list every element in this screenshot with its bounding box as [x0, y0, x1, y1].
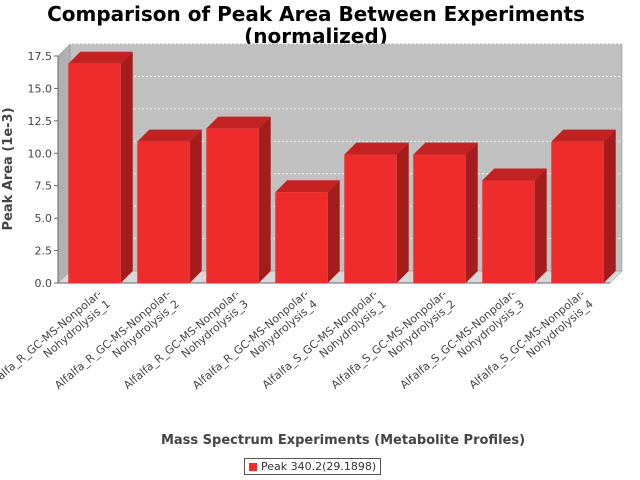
x-tick-label: Alfalfa_S_GC-MS-Nonpolar-Nohydrolysis_4 [467, 287, 596, 401]
x-tick-label: Alfalfa_R_GC-MS-Nonpolar-Nohydrolysis_4 [190, 287, 320, 402]
x-tick-label: Alfalfa_R_GC-MS-Nonpolar-Nohydrolysis_2 [52, 287, 182, 402]
y-tick-label: 0.0 [35, 277, 53, 290]
x-axis-label: Mass Spectrum Experiments (Metabolite Pr… [161, 433, 525, 448]
bar [482, 168, 547, 283]
bar-side [396, 142, 409, 283]
bar-side [327, 180, 340, 283]
bar [344, 142, 409, 283]
x-axis-category-labels: Alfalfa_R_GC-MS-Nonpolar-Nohydrolysis_1A… [0, 287, 596, 402]
bar-side [534, 168, 547, 283]
bars [68, 51, 616, 284]
bar-front [275, 192, 328, 283]
bar [68, 51, 133, 284]
bar-side [120, 51, 133, 284]
bar-top [206, 116, 271, 129]
bar-side [603, 129, 616, 283]
bar-top [344, 142, 409, 155]
bar-front [344, 154, 397, 283]
x-tick-label: Alfalfa_S_GC-MS-Nonpolar-Nohydrolysis_2 [329, 287, 458, 401]
y-tick-label: 15.0 [28, 82, 53, 95]
bar [413, 142, 478, 283]
x-tick-label: Alfalfa_R_GC-MS-Nonpolar-Nohydrolysis_3 [121, 287, 251, 402]
bar [137, 129, 202, 283]
bar-side [465, 142, 478, 283]
chart-title-line-1: Comparison of Peak Area Between Experime… [47, 2, 585, 26]
bar [551, 129, 616, 283]
bar-side [189, 129, 202, 283]
bar-top [275, 180, 340, 193]
bar-top [482, 168, 547, 181]
y-tick-label: 5.0 [35, 212, 53, 225]
legend-swatch [249, 462, 257, 471]
bar-side [258, 116, 271, 283]
x-tick-label: Alfalfa_S_GC-MS-Nonpolar-Nohydrolysis_1 [260, 287, 389, 401]
y-tick-label: 10.0 [28, 147, 53, 160]
y-tick-label: 17.5 [28, 50, 53, 63]
bar-top [68, 51, 133, 64]
bar-front [68, 63, 121, 284]
legend: Peak 340.2(29.1898) [244, 458, 382, 475]
legend-label: Peak 340.2(29.1898) [261, 460, 377, 473]
bar-front [482, 180, 535, 283]
plot-side-wall [57, 43, 71, 284]
bar-front [206, 128, 259, 283]
y-tick-label: 2.5 [35, 245, 53, 258]
bar [206, 116, 271, 283]
bar-top [551, 129, 616, 142]
bar-top [137, 129, 202, 142]
bar-front [413, 154, 466, 283]
bar-top [413, 142, 478, 155]
y-tick-label: 7.5 [35, 180, 53, 193]
bar [275, 180, 340, 283]
y-tick-label: 12.5 [28, 115, 53, 128]
x-tick-label: Alfalfa_S_GC-MS-Nonpolar-Nohydrolysis_3 [398, 287, 527, 401]
bar-front [551, 141, 604, 283]
y-axis-label: Peak Area (1e-3) [1, 107, 16, 230]
bar-front [137, 141, 190, 283]
